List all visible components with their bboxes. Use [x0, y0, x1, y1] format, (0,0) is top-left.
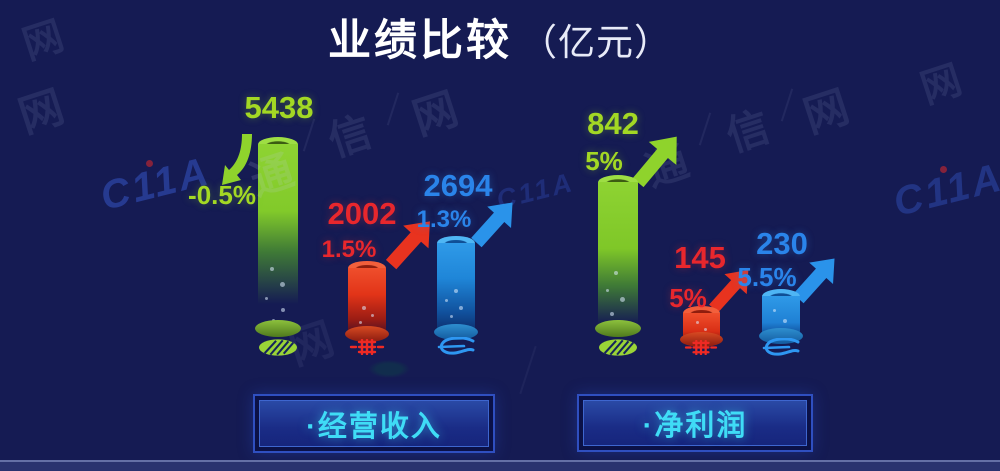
up-arrow-icon: [385, 221, 430, 270]
china-mobile-logo-icon: [259, 339, 297, 356]
cylinder-base: [595, 320, 641, 337]
group-label-revenue-text: ·经营收入: [259, 400, 489, 447]
up-arrow-icon: [709, 270, 749, 313]
cylinder-base: [255, 320, 301, 337]
china-telecom-logo-icon: [762, 338, 800, 356]
value-label: 842: [587, 106, 639, 141]
shadow-arc: [368, 360, 410, 378]
value-label: 230: [756, 226, 808, 261]
watermark-c114-dot: [146, 160, 153, 167]
china-telecom-logo-icon: [437, 337, 475, 355]
change-label: 5%: [585, 146, 623, 176]
value-label: 5438: [244, 90, 314, 125]
group-label-profit-text: ·净利润: [583, 400, 807, 446]
watermark-wang-icon: 网: [797, 82, 855, 143]
cylinder-base: [680, 332, 723, 347]
change-label: -0.5%: [188, 180, 256, 210]
down-arrow-icon: [222, 134, 252, 185]
up-arrow-icon: [471, 202, 513, 248]
watermark-separator: [386, 92, 400, 126]
cylinder-body: [762, 296, 800, 334]
up-arrow-icon: [793, 258, 835, 304]
watermark-separator: [698, 112, 712, 146]
cylinder-body: [348, 268, 386, 334]
title-unit: （亿元）: [520, 22, 672, 63]
cylinder-body: [598, 182, 638, 330]
watermark-xin-icon: 信: [322, 107, 378, 166]
page-title: 业绩比较 （亿元）: [0, 6, 1000, 68]
up-arrow-icon: [632, 136, 677, 188]
cylinder-base: [434, 324, 478, 340]
cylinder-base: [345, 326, 389, 342]
value-label: 145: [674, 240, 726, 275]
change-label: 5.5%: [737, 262, 797, 292]
china-unicom-logo-icon: [349, 339, 385, 355]
change-label: 5%: [669, 283, 707, 313]
watermark-wang-icon: 网: [406, 84, 464, 145]
cylinder-body: [437, 243, 475, 331]
change-label: 1.3%: [416, 206, 472, 233]
china-unicom-logo-icon: [684, 340, 718, 355]
value-label: 2694: [423, 168, 493, 203]
watermark-separator: [519, 345, 537, 395]
watermark-wang-icon: 网: [12, 82, 70, 143]
china-mobile-logo-icon: [599, 339, 637, 356]
change-label: 1.5%: [321, 236, 377, 263]
watermark-xin-icon: 信: [720, 102, 776, 161]
group-label-revenue: ·经营收入: [253, 394, 495, 453]
value-label: 2002: [327, 196, 397, 231]
cylinder-body: [258, 144, 298, 330]
watermark-c114-dot: [940, 166, 947, 173]
group-label-profit: ·净利润: [577, 394, 813, 452]
bottom-strip: [0, 460, 1000, 471]
title-text: 业绩比较: [328, 17, 512, 65]
watermark-separator: [780, 88, 794, 122]
